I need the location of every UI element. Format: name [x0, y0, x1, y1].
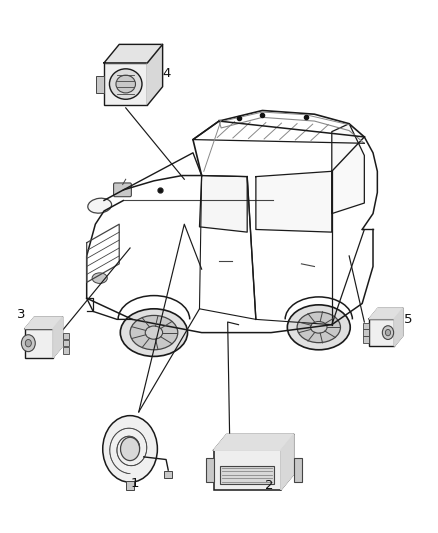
FancyBboxPatch shape: [214, 450, 281, 490]
Polygon shape: [199, 175, 247, 232]
Circle shape: [120, 437, 140, 461]
FancyBboxPatch shape: [369, 319, 394, 346]
Ellipse shape: [297, 312, 340, 343]
FancyBboxPatch shape: [294, 458, 302, 482]
Ellipse shape: [311, 321, 327, 333]
FancyBboxPatch shape: [363, 322, 369, 329]
Polygon shape: [281, 434, 294, 490]
FancyBboxPatch shape: [363, 329, 369, 336]
Circle shape: [103, 416, 157, 482]
FancyBboxPatch shape: [164, 471, 172, 478]
Circle shape: [25, 340, 32, 347]
Polygon shape: [104, 44, 162, 63]
Ellipse shape: [287, 305, 350, 350]
Text: 2: 2: [265, 480, 273, 492]
Ellipse shape: [130, 316, 178, 350]
Text: 3: 3: [18, 308, 26, 320]
Text: 5: 5: [403, 313, 412, 326]
Circle shape: [21, 335, 35, 352]
Ellipse shape: [116, 75, 135, 93]
Ellipse shape: [88, 198, 112, 213]
Text: 1: 1: [130, 477, 139, 490]
FancyBboxPatch shape: [363, 336, 369, 343]
Polygon shape: [394, 308, 403, 346]
Polygon shape: [214, 434, 294, 450]
Text: 4: 4: [163, 67, 171, 80]
FancyBboxPatch shape: [25, 329, 53, 358]
Polygon shape: [369, 308, 403, 319]
Ellipse shape: [120, 309, 187, 357]
Polygon shape: [332, 124, 364, 214]
FancyBboxPatch shape: [63, 348, 69, 353]
Polygon shape: [53, 317, 63, 358]
FancyBboxPatch shape: [206, 458, 214, 482]
FancyBboxPatch shape: [220, 466, 274, 484]
FancyBboxPatch shape: [63, 333, 69, 339]
Polygon shape: [256, 171, 332, 232]
Ellipse shape: [145, 326, 162, 339]
FancyBboxPatch shape: [126, 481, 134, 490]
FancyBboxPatch shape: [113, 183, 131, 197]
FancyBboxPatch shape: [104, 63, 148, 105]
FancyBboxPatch shape: [63, 340, 69, 346]
Ellipse shape: [92, 273, 107, 284]
Polygon shape: [148, 44, 162, 105]
FancyBboxPatch shape: [96, 76, 104, 93]
Circle shape: [385, 329, 391, 336]
Polygon shape: [25, 317, 63, 329]
Ellipse shape: [110, 69, 142, 99]
Circle shape: [382, 326, 394, 340]
